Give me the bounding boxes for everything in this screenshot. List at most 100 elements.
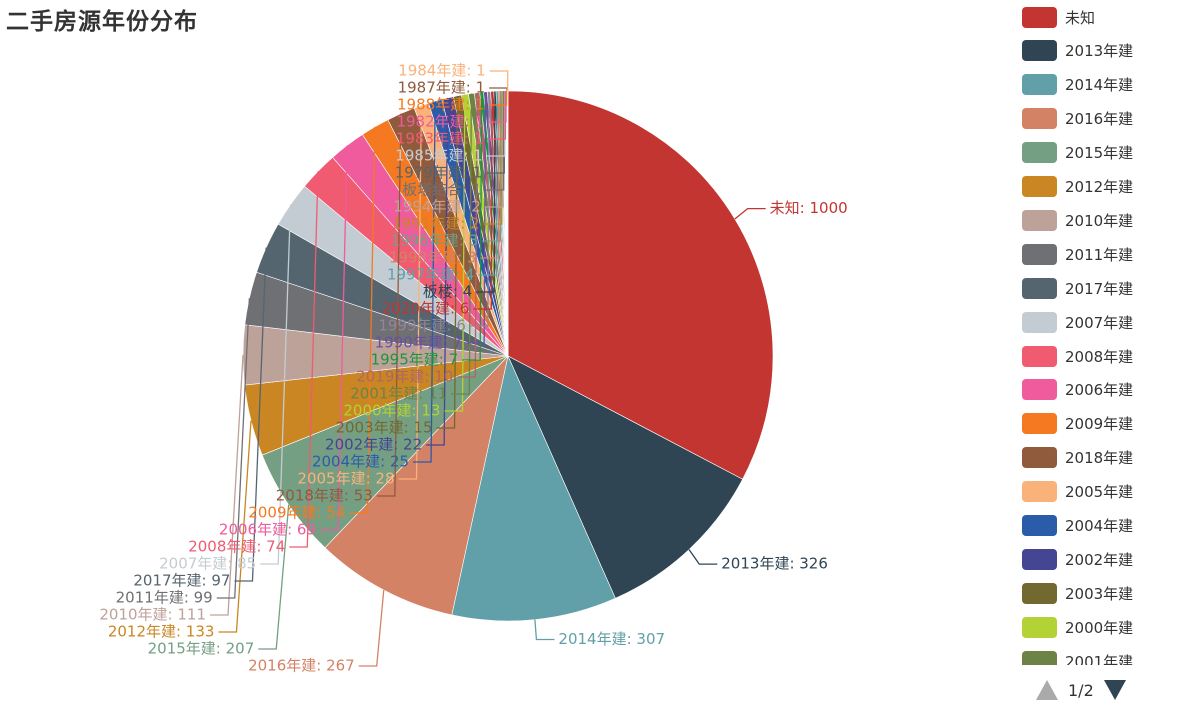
- label-line-1988年建: [488, 90, 508, 106]
- legend-label: 2008年建: [1065, 347, 1134, 366]
- legend-item-2000年建[interactable]: 2000年建: [1022, 615, 1133, 639]
- legend-swatch: [1022, 447, 1057, 469]
- label-line-1984年建: [489, 70, 509, 92]
- legend-swatch: [1022, 548, 1057, 570]
- legend-label: 2009年建: [1065, 415, 1134, 434]
- pie-slice-2013年建[interactable]: [507, 355, 743, 599]
- legend-swatch: [1022, 142, 1057, 164]
- label-line-2007年建: [260, 204, 292, 565]
- legend-item-2007年建[interactable]: 2007年建: [1022, 310, 1133, 334]
- label-line-2008年建: [289, 171, 319, 548]
- slice-label-2019年建: 2019年建: 10: [356, 368, 453, 386]
- legend-label: 2007年建: [1065, 313, 1134, 332]
- label-line-2020年建: [473, 91, 493, 310]
- slice-label-2006年建: 2006年建: 69: [219, 521, 316, 539]
- legend-swatch: [1022, 108, 1057, 130]
- legend-swatch: [1022, 209, 1057, 231]
- label-line-2015年建: [258, 504, 290, 650]
- label-line-1998年建: [480, 91, 500, 259]
- legend-item-2016年建[interactable]: 2016年建: [1022, 107, 1133, 131]
- legend-item-2003年建[interactable]: 2003年建: [1022, 581, 1133, 605]
- legend: 未知 2013年建 2014年建 2016年建 2015年建 2012年建 2010年建 20…: [1022, 5, 1192, 665]
- legend-label: 2006年建: [1065, 381, 1134, 400]
- label-line-2019年建: [457, 92, 478, 378]
- slice-label-2008年建: 2008年建: 74: [188, 538, 285, 556]
- slice-label-1979年建: 1979年建: 1: [395, 164, 483, 182]
- slice-label-1999年建: 1999年建: 6: [378, 317, 466, 335]
- slice-label-2017年建: 2017年建: 97: [133, 572, 230, 590]
- legend-swatch: [1022, 74, 1057, 96]
- legend-item-2009年建[interactable]: 2009年建: [1022, 412, 1133, 436]
- legend-swatch: [1022, 413, 1057, 435]
- legend-label: 2010年建: [1065, 211, 1134, 230]
- slice-label-2001年建: 2001年建: 11: [350, 385, 447, 403]
- legend-item-2008年建[interactable]: 2008年建: [1022, 344, 1133, 368]
- label-line-2001年建: [451, 93, 473, 395]
- legend-swatch: [1022, 616, 1057, 638]
- label-line-板楼: [476, 91, 496, 293]
- slice-label-2004年建: 2004年建: 25: [312, 453, 409, 471]
- label-line-1994年建: [484, 91, 504, 208]
- slice-label-1997年建: 1997年建: 4: [387, 266, 475, 284]
- legend-swatch: [1022, 650, 1057, 665]
- legend-item-2017年建[interactable]: 2017年建: [1022, 276, 1133, 300]
- pie-slice-未知[interactable]: [507, 90, 774, 480]
- legend-pager: 1/2: [1036, 677, 1126, 703]
- legend-label: 2002年建: [1065, 550, 1134, 569]
- slice-label-2009年建: 2009年建: 54: [248, 504, 345, 522]
- legend-prev-page-icon[interactable]: [1036, 680, 1058, 700]
- legend-item-2001年建[interactable]: 2001年建: [1022, 649, 1133, 665]
- legend-swatch: [1022, 311, 1057, 333]
- slice-label-2003年建: 2003年建: 15: [335, 419, 432, 437]
- legend-item-2010年建[interactable]: 2010年建: [1022, 208, 1133, 232]
- legend-item-2018年建[interactable]: 2018年建: [1022, 446, 1133, 470]
- slice-label-1985年建: 1985年建: 1: [395, 147, 483, 165]
- legend-item-2014年建[interactable]: 2014年建: [1022, 73, 1133, 97]
- slice-label-1982年建: 1982年建: 1: [396, 113, 484, 131]
- legend-item-2013年建[interactable]: 2013年建: [1022, 39, 1133, 63]
- legend-label: 2016年建: [1065, 110, 1134, 129]
- slice-label-2010年建: 2010年建: 111: [99, 606, 206, 624]
- legend-next-page-icon[interactable]: [1103, 680, 1126, 700]
- legend-label: 未知: [1065, 8, 1096, 27]
- label-line-2004年建: [413, 101, 436, 463]
- slice-label-2014年建: 2014年建: 307: [558, 630, 665, 648]
- legend-item-2011年建[interactable]: 2011年建: [1022, 242, 1133, 266]
- label-line-1997年建: [478, 91, 498, 276]
- label-line-2003年建: [436, 95, 459, 429]
- slice-label-1990年建: 1990年建: 7: [375, 334, 463, 352]
- legend-swatch: [1022, 345, 1057, 367]
- legend-swatch: [1022, 379, 1057, 401]
- legend-item-2005年建[interactable]: 2005年建: [1022, 480, 1133, 504]
- slice-label-1996年建: 1996年建: 3: [391, 232, 479, 250]
- label-line-2012年建: [218, 420, 252, 633]
- legend-label: 2015年建: [1065, 144, 1134, 163]
- pie-slice-2015年建[interactable]: [261, 355, 509, 549]
- label-line-2018年建: [376, 113, 402, 497]
- legend-item-未知[interactable]: 未知: [1022, 5, 1095, 29]
- slice-label-板楼: 板楼: 4: [423, 283, 472, 301]
- legend-item-2012年建[interactable]: 2012年建: [1022, 175, 1133, 199]
- legend-item-2015年建[interactable]: 2015年建: [1022, 141, 1133, 165]
- legend-item-2002年建[interactable]: 2002年建: [1022, 547, 1133, 571]
- slice-label-2002年建: 2002年建: 22: [325, 436, 422, 454]
- legend-label: 2018年建: [1065, 449, 1134, 468]
- slice-label-1998年建: 1998年建: 3: [389, 249, 477, 267]
- pie-slice-2014年建[interactable]: [451, 355, 616, 622]
- slice-label-未知: 未知: 1000: [770, 199, 848, 217]
- pie-slice-1984年建[interactable]: [507, 90, 509, 357]
- label-line-1991年建: [483, 91, 503, 225]
- legend-label: 2017年建: [1065, 279, 1134, 298]
- pie-slice-2016年建[interactable]: [324, 355, 509, 616]
- label-line-2005年建: [398, 105, 423, 480]
- legend-item-2006年建[interactable]: 2006年建: [1022, 378, 1133, 402]
- legend-swatch: [1022, 515, 1057, 536]
- slice-label-1991年建: 1991年建: 2: [392, 215, 480, 233]
- legend-item-2004年建[interactable]: 2004年建: [1022, 514, 1133, 538]
- slice-label-板塔结合: 板塔结合: 1: [402, 181, 481, 199]
- label-line-2006年建: [320, 145, 348, 531]
- legend-swatch: [1022, 6, 1057, 28]
- legend-page-indicator: 1/2: [1068, 680, 1094, 700]
- slice-label-2020年建: 2020年建: 6: [382, 300, 470, 318]
- slice-label-1987年建: 1987年建: 1: [398, 79, 486, 97]
